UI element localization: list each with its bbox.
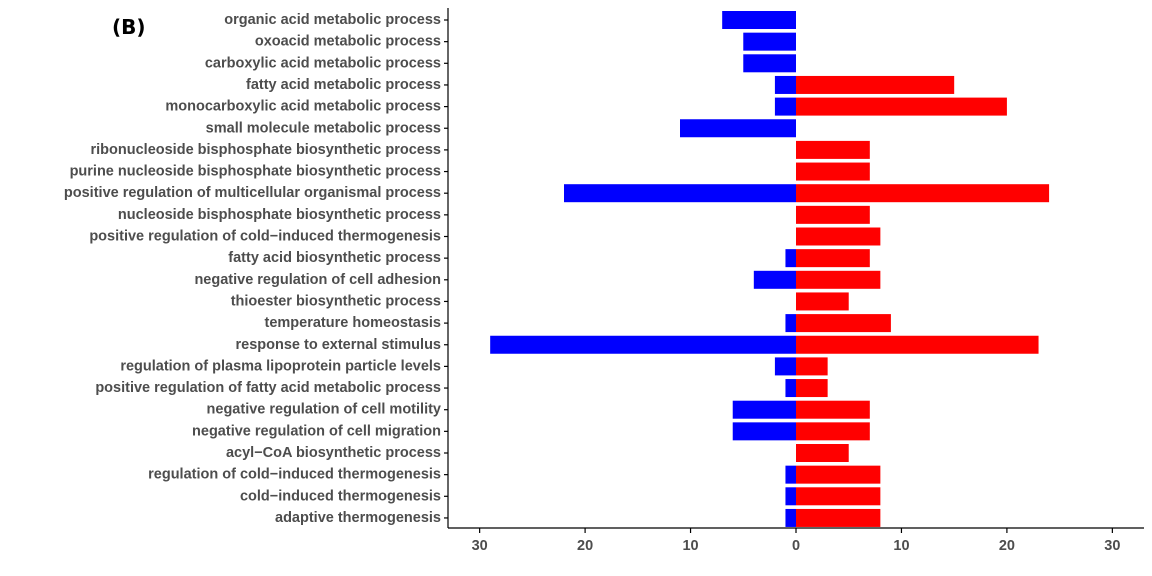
bar-down — [785, 465, 796, 484]
category-label: response to external stimulus — [236, 337, 441, 353]
bar-down — [753, 270, 796, 289]
category-label: acyl−CoA biosynthetic process — [226, 445, 441, 461]
category-label: thioester biosynthetic process — [231, 293, 441, 309]
category-label: cold−induced thermogenesis — [240, 488, 441, 504]
category-label: small molecule metabolic process — [206, 120, 441, 136]
bar-down — [564, 184, 796, 203]
category-label: regulation of cold−induced thermogenesis — [148, 467, 441, 483]
category-label: positive regulation of cold−induced ther… — [89, 229, 441, 245]
bar-up — [796, 227, 881, 246]
category-label: ribonucleoside bisphosphate biosynthetic… — [91, 142, 442, 158]
bar-up — [796, 75, 955, 94]
bar-down — [785, 487, 796, 506]
bar-up — [796, 249, 870, 268]
bar-up — [796, 335, 1039, 354]
category-label: negative regulation of cell adhesion — [194, 272, 441, 288]
category-label: positive regulation of multicellular org… — [64, 185, 441, 201]
bar-up — [796, 357, 828, 376]
bar-up — [796, 487, 881, 506]
category-label: adaptive thermogenesis — [275, 510, 441, 526]
category-label: negative regulation of cell motility — [207, 402, 441, 418]
bar-up — [796, 444, 849, 462]
x-tick-label: 30 — [472, 538, 488, 554]
bar-up — [796, 292, 849, 311]
panel-label: (B) — [112, 15, 146, 39]
x-tick-label: 30 — [1104, 538, 1120, 554]
bar-up — [796, 140, 870, 159]
x-tick-label: 20 — [577, 538, 593, 554]
bar-down — [785, 379, 796, 398]
bar-down — [774, 75, 796, 94]
bar-up — [796, 162, 870, 181]
bar-up — [796, 508, 881, 527]
bar-up — [796, 379, 828, 398]
bar-up — [796, 465, 881, 484]
category-label: fatty acid metabolic process — [246, 77, 441, 93]
x-ticks-group: 30 20 10 0 10 20 30 — [472, 528, 1120, 554]
category-label: organic acid metabolic process — [224, 12, 441, 28]
bar-up — [796, 205, 870, 224]
category-label: negative regulation of cell migration — [192, 423, 441, 439]
category-label: regulation of plasma lipoprotein particl… — [120, 358, 441, 374]
category-label: oxoacid metabolic process — [255, 34, 441, 50]
category-label: positive regulation of fatty acid metabo… — [95, 380, 441, 396]
x-tick-label: 10 — [893, 538, 909, 554]
bar-down — [743, 54, 796, 73]
bar-down — [732, 400, 796, 419]
bar-down — [732, 422, 796, 441]
bar-up — [796, 314, 891, 333]
bar-up — [796, 400, 870, 419]
x-tick-label: 10 — [682, 538, 698, 554]
category-label: carboxylic acid metabolic process — [205, 55, 441, 71]
bar-down — [743, 32, 796, 51]
bar-down — [774, 97, 796, 116]
bar-down — [785, 314, 796, 333]
category-label: fatty acid biosynthetic process — [228, 250, 441, 266]
x-tick-label: 20 — [999, 538, 1015, 554]
category-label: temperature homeostasis — [265, 315, 441, 331]
bar-down — [774, 357, 796, 376]
bar-up — [796, 97, 1007, 116]
category-labels-group: organic acid metabolic process oxoacid me… — [64, 12, 448, 526]
bar-down — [680, 119, 796, 138]
bar-down — [722, 11, 796, 29]
category-label: monocarboxylic acid metabolic process — [165, 99, 441, 115]
bar-up — [796, 184, 1050, 203]
bars-group — [490, 11, 1050, 527]
bar-up — [796, 270, 881, 289]
bar-down — [785, 249, 796, 268]
category-label: purine nucleoside bisphosphate biosynthe… — [70, 164, 441, 180]
category-label: nucleoside bisphosphate biosynthetic pro… — [118, 207, 441, 223]
bar-up — [796, 422, 870, 441]
x-tick-label: 0 — [792, 538, 800, 554]
bar-down — [785, 508, 796, 527]
bar-down — [490, 335, 796, 354]
